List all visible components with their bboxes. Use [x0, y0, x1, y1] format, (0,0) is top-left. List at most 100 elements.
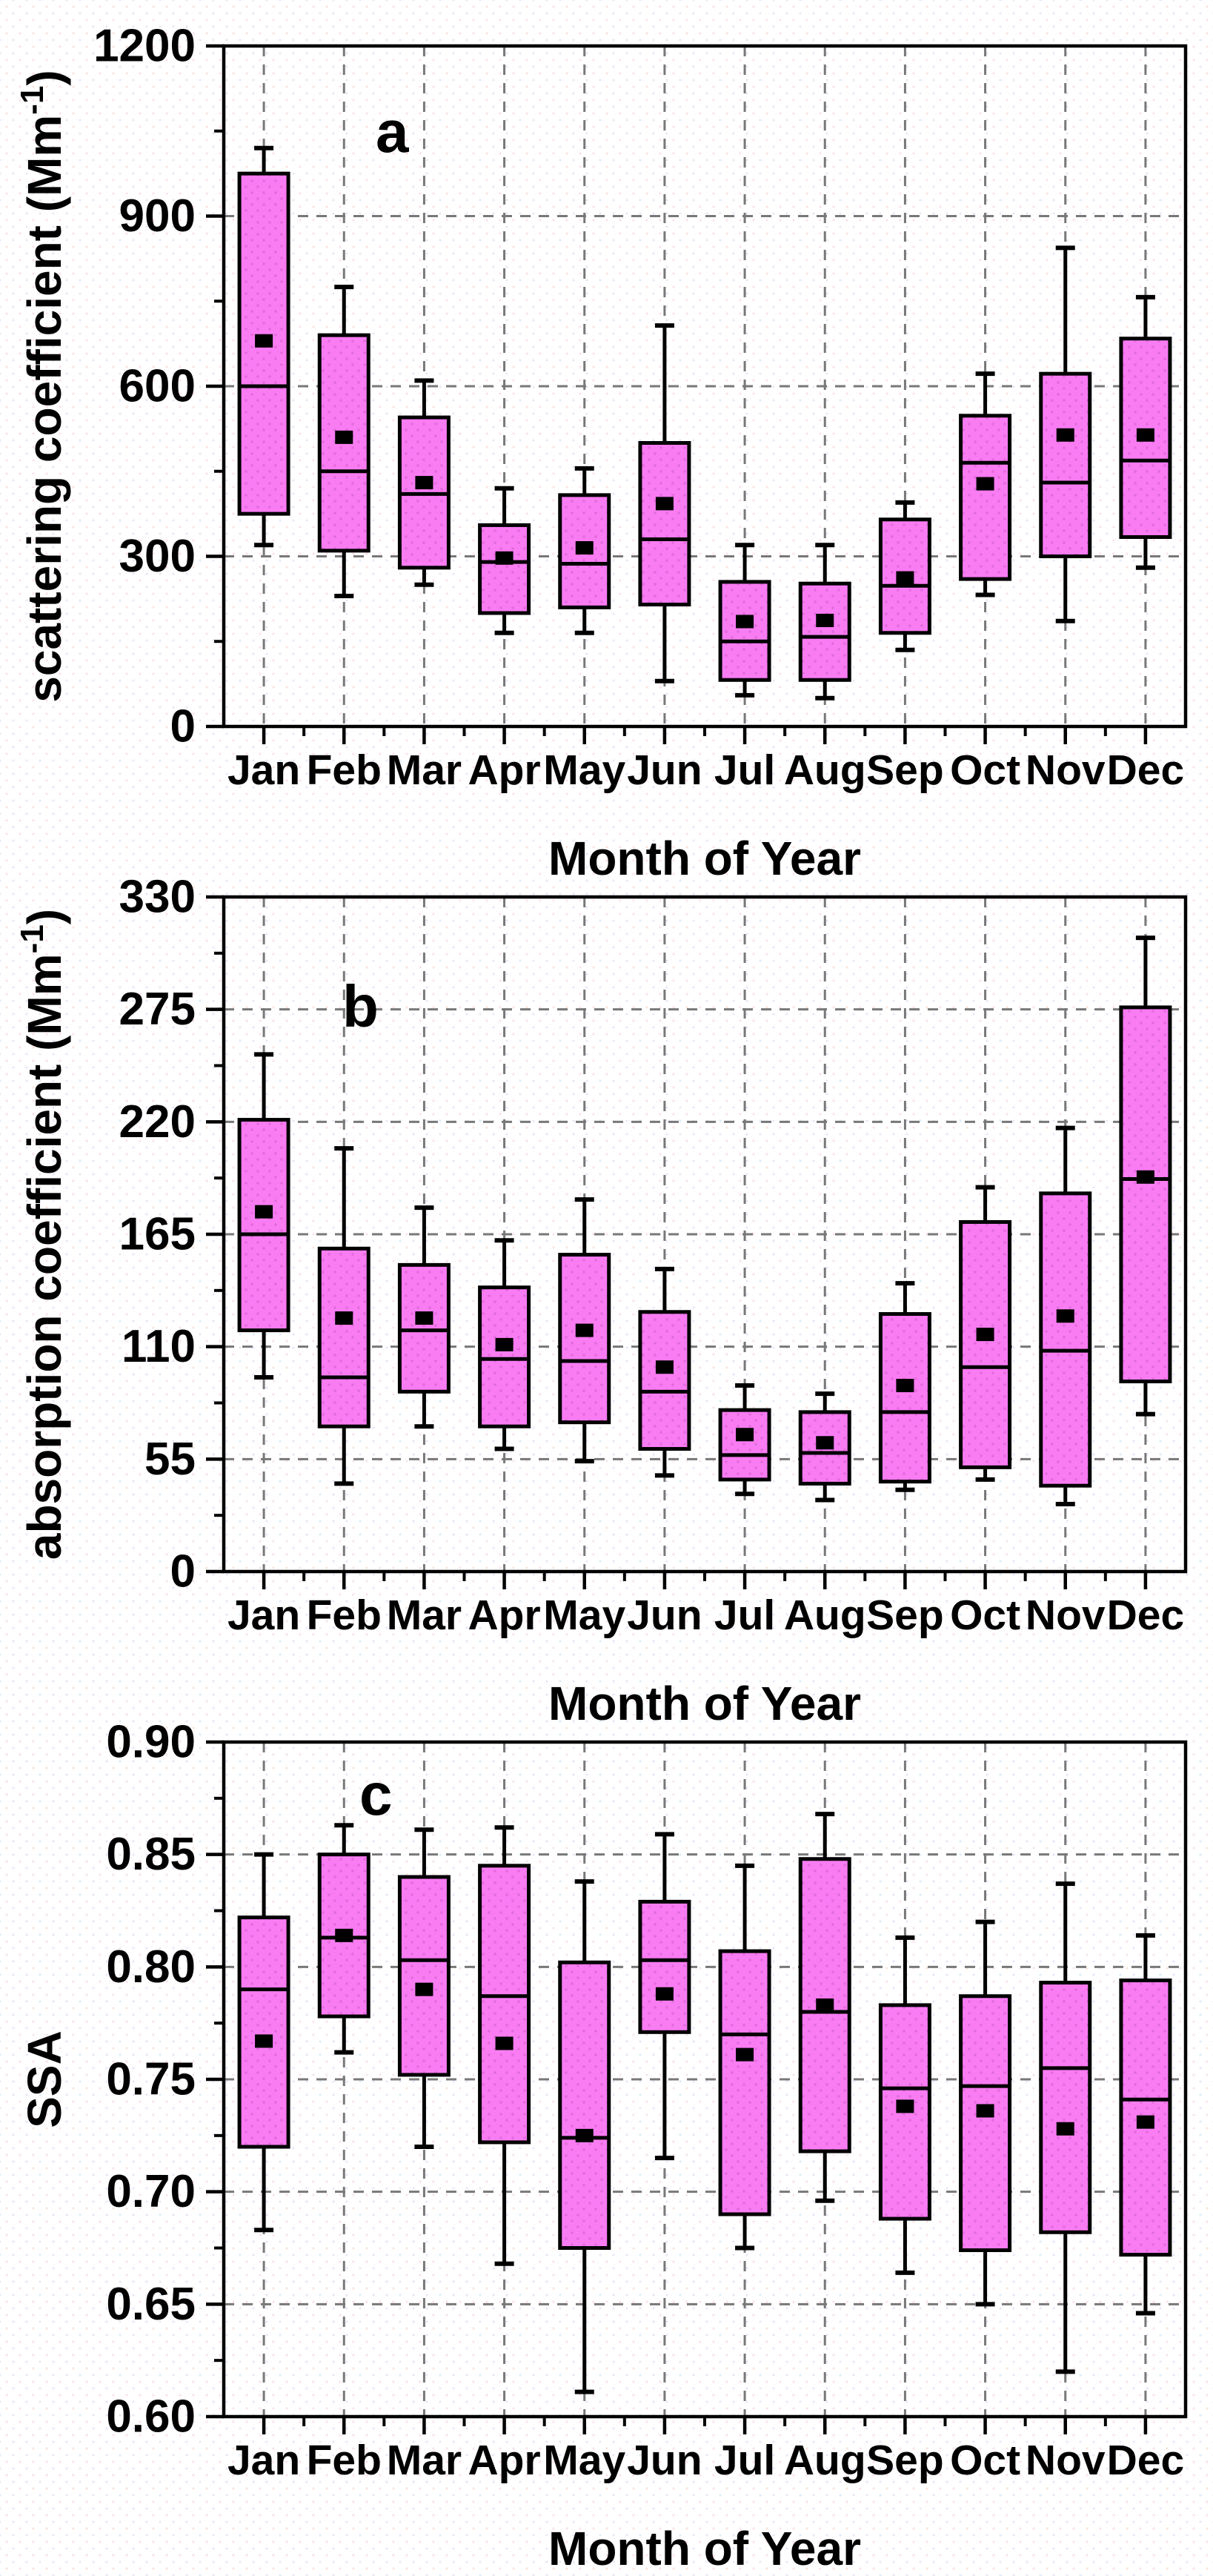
box-a-dec [1119, 294, 1172, 570]
y-tick-label: 1200 [93, 21, 196, 72]
x-axis-title: Month of Year [548, 832, 861, 885]
box-a-oct [959, 371, 1012, 597]
iqr-box [638, 1899, 691, 2034]
iqr-box [397, 1262, 451, 1394]
mean-marker [575, 541, 594, 555]
panel-a: 0 300 600 900 1200 Jan Feb Mar Apr May Jun Jul Aug Se… [14, 21, 1188, 885]
x-tick-label: Aug [784, 1592, 866, 1639]
box-b-aug [798, 1391, 851, 1503]
x-tick-label: Mar [387, 746, 462, 794]
y-tick-label: 0.90 [106, 1717, 196, 1768]
iqr-box [959, 414, 1012, 581]
mean-marker [495, 551, 514, 565]
box-c-nov [1039, 1881, 1092, 2374]
iqr-box [959, 1219, 1012, 1469]
iqr-box [1119, 1979, 1172, 2257]
mean-marker [1056, 428, 1074, 442]
iqr-box [959, 1994, 1012, 2253]
box-c-oct [959, 1919, 1012, 2307]
box-a-aug [798, 543, 851, 701]
mean-marker [976, 2104, 994, 2118]
x-tick-label: Jan [227, 1592, 300, 1639]
mean-marker [255, 1205, 273, 1219]
mean-marker [976, 1328, 994, 1342]
x-tick-label: Oct [950, 2437, 1020, 2484]
x-tick-label: Aug [784, 746, 866, 794]
y-tick-label: 600 [119, 361, 196, 412]
box-a-may [558, 466, 611, 635]
x-tick-label: Sep [866, 2437, 944, 2484]
iqr-box [798, 581, 851, 682]
mean-marker [1136, 1170, 1154, 1184]
box-b-oct [959, 1185, 1012, 1482]
x-axis-title: Month of Year [548, 2522, 861, 2572]
x-tick-label: Mar [387, 2437, 462, 2484]
x-tick-label: Feb [307, 2437, 382, 2484]
box-b-feb [317, 1146, 370, 1486]
x-tick-label: Dec [1107, 746, 1185, 794]
iqr-box [1039, 1191, 1092, 1488]
x-tick-label: Apr [468, 1592, 540, 1639]
iqr-box [397, 1875, 451, 2077]
iqr-box [638, 441, 691, 607]
x-tick-label: Apr [468, 746, 540, 794]
x-tick-label: Sep [866, 746, 944, 794]
iqr-box [478, 1864, 531, 2145]
y-tick-label: 110 [122, 1321, 196, 1372]
mean-marker [655, 1360, 674, 1374]
box-c-sep [878, 1935, 931, 2275]
mean-marker [415, 1982, 433, 1996]
x-tick-label: Mar [387, 1592, 462, 1639]
box-b-may [558, 1197, 611, 1464]
x-tick-label: May [543, 746, 625, 794]
y-tick-label: 0 [170, 1546, 196, 1597]
box-c-apr [478, 1825, 531, 2266]
box-c-jan [237, 1852, 290, 2233]
mean-marker [495, 2036, 514, 2050]
x-tick-label: Aug [784, 2437, 866, 2484]
mean-marker [976, 477, 994, 491]
x-tick-label: Jul [714, 1592, 775, 1639]
box-c-feb [317, 1823, 370, 2055]
mean-marker [415, 476, 433, 490]
x-tick-label: Nov [1026, 2437, 1106, 2484]
box-b-nov [1039, 1125, 1092, 1506]
box-b-sep [878, 1281, 931, 1492]
x-tick-label: Sep [866, 1592, 944, 1639]
panel-letter: a [376, 99, 409, 165]
iqr-box [1119, 1005, 1172, 1384]
y-tick-label: 0 [170, 701, 196, 752]
box-a-sep [878, 500, 931, 652]
iqr-box [798, 1857, 851, 2153]
panel-c: 0.60 0.65 0.70 0.75 0.80 0.85 0.90 Jan Feb Mar Apr… [18, 1717, 1188, 2575]
x-tick-label: Jan [227, 2437, 300, 2484]
mean-marker [1136, 2115, 1154, 2129]
box-a-jan [237, 145, 290, 548]
box-b-jul [718, 1383, 771, 1497]
box-c-jul [718, 1863, 771, 2251]
y-tick-label: 330 [119, 872, 196, 923]
x-tick-label: Nov [1026, 746, 1106, 794]
mean-marker [335, 1928, 353, 1942]
mean-marker [415, 1311, 433, 1325]
y-tick-label: 300 [119, 531, 196, 582]
y-tick-label: 0.80 [106, 1941, 196, 1993]
iqr-box [478, 1285, 531, 1428]
y-tick-label: 0.85 [106, 1829, 196, 1880]
y-tick-label: 0.65 [106, 2279, 196, 2330]
mean-marker [575, 2128, 594, 2142]
mean-marker [816, 613, 834, 627]
y-axis-title: scattering coefficient (Mm-1) [14, 70, 71, 702]
iqr-box [237, 1916, 290, 2149]
mean-marker [896, 1379, 914, 1393]
panel-b: 0 55 110 165 220 275 330 Jan Feb Mar Apr May Jun Jul A… [14, 872, 1188, 1730]
iqr-box [718, 1408, 771, 1482]
mean-marker [575, 1323, 594, 1337]
iqr-box [718, 580, 771, 682]
y-axis-title: SSA [18, 2030, 71, 2128]
mean-marker [495, 1337, 514, 1351]
box-b-dec [1119, 936, 1172, 1417]
